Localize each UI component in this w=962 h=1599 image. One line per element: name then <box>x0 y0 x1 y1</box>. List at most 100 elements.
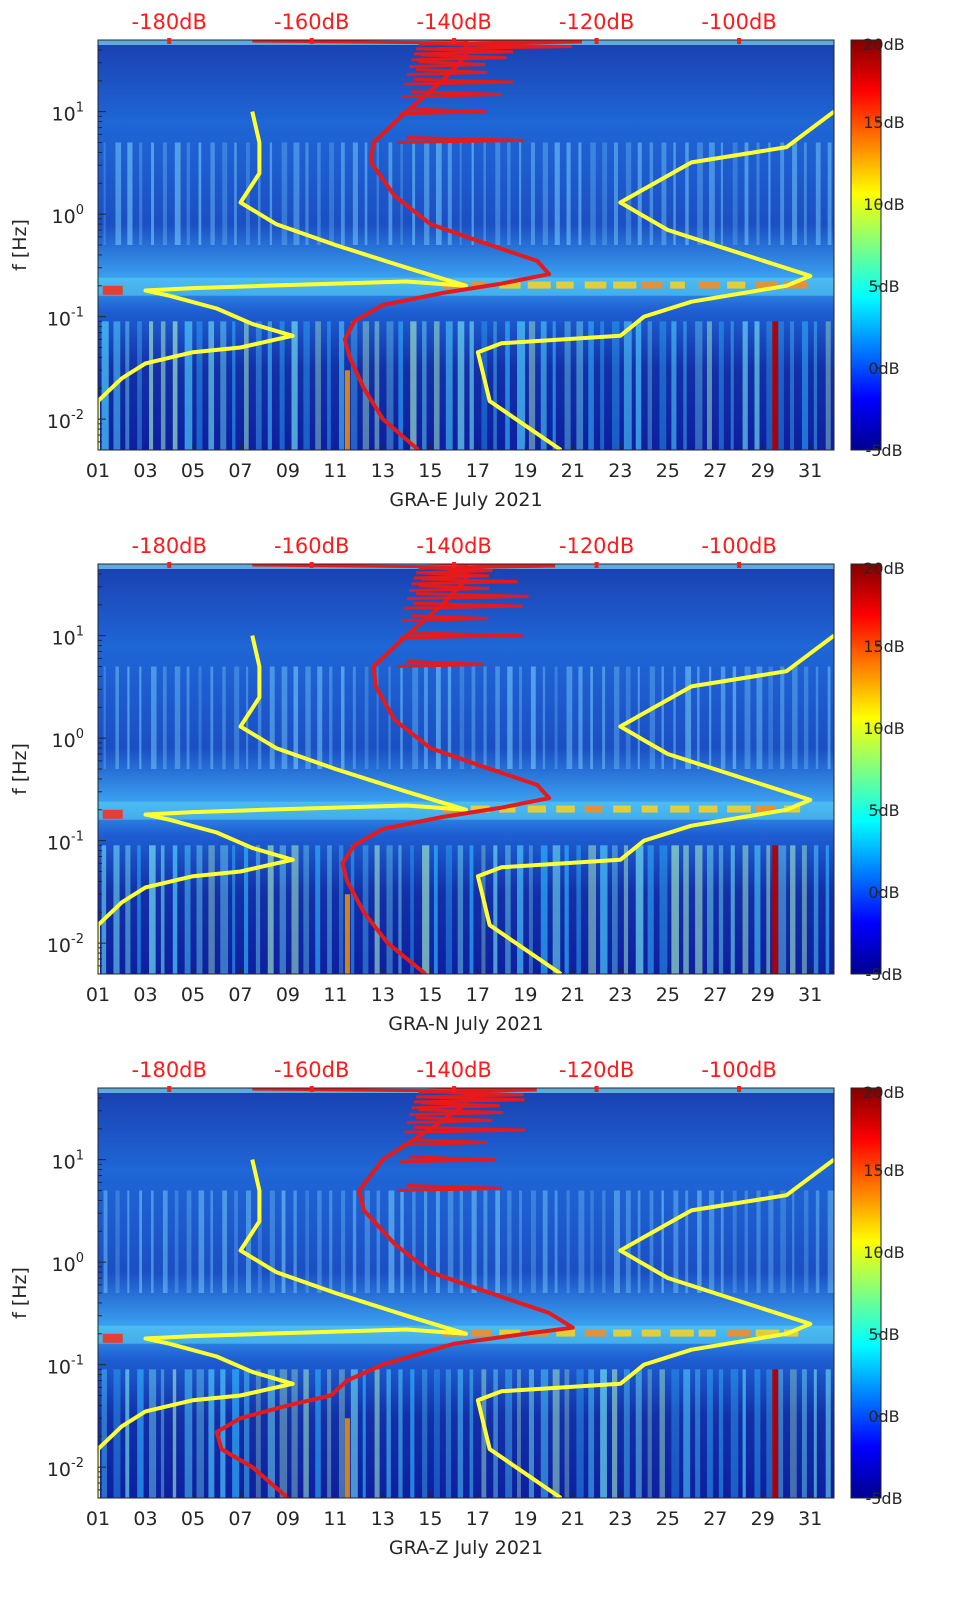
x-tick-label: 01 <box>86 1508 110 1530</box>
spectrogram-streak <box>602 666 606 769</box>
spectrogram-streak <box>388 142 393 245</box>
top-db-tick <box>594 1086 599 1092</box>
y-tick-label: 10-2 <box>47 408 84 433</box>
colorbar-label: 20dB <box>863 559 905 578</box>
spectrogram-streak <box>127 1190 130 1293</box>
spectrogram-streak <box>255 1369 261 1498</box>
top-db-tick <box>309 1086 314 1092</box>
spectrogram-streak <box>790 845 796 974</box>
spectrogram-streak <box>730 321 734 450</box>
spectrogram-streak <box>232 321 236 450</box>
spectrogram-streak <box>244 1369 250 1498</box>
spectrogram-streak <box>792 142 798 245</box>
x-tick-label: 15 <box>418 984 442 1006</box>
x-tick-label: 05 <box>181 1508 205 1530</box>
spectrogram-streak <box>614 666 620 769</box>
spectrogram-streak <box>184 1369 193 1498</box>
spectrogram-streak <box>103 666 106 769</box>
spectrogram-streak <box>293 142 300 245</box>
spectrogram-streak <box>232 1369 240 1498</box>
series-line-2 <box>214 1088 575 1498</box>
spectrogram-streak <box>172 845 178 974</box>
spectrogram-streak <box>435 666 441 769</box>
y-axis-label: f [Hz] <box>9 743 31 795</box>
spectrogram-streak <box>293 1190 297 1293</box>
spectrogram-streak <box>162 666 167 769</box>
spectrogram-streak <box>457 1369 464 1498</box>
spectrogram-streak <box>625 142 632 245</box>
x-tick-label: 09 <box>276 1508 300 1530</box>
spectrogram-streak <box>815 1190 820 1293</box>
x-tick-label: 29 <box>751 1508 775 1530</box>
psd-spike <box>406 592 529 601</box>
spectrogram-streak <box>519 1190 522 1293</box>
psd-spike <box>404 1125 526 1134</box>
spectrogram-streak <box>352 142 358 245</box>
colorbar-label: 15dB <box>863 637 905 656</box>
spectrogram-streak <box>376 666 379 769</box>
colorbar-label: 20dB <box>863 35 905 54</box>
microseism-hotspot <box>755 281 778 289</box>
top-db-tick <box>452 1086 457 1092</box>
colorbar <box>850 39 882 451</box>
spectrogram-streak <box>517 321 526 450</box>
panel-gra-e-july-2021: 01 03 05 07 09 11 13 15 17 19 21 23 25 27 29 31 10-2 10-1… <box>9 10 905 511</box>
spectrogram-streak <box>279 1369 288 1498</box>
microseism-hotspot <box>102 809 123 819</box>
x-tick-label: 01 <box>86 460 110 482</box>
x-tick-label: 23 <box>608 984 632 1006</box>
spectrogram-streak <box>412 142 416 245</box>
microseism-hotspot <box>470 1329 492 1337</box>
spectrogram-streak <box>329 1190 333 1293</box>
spectrogram-streak <box>578 666 583 769</box>
spectrogram-streak <box>600 321 605 450</box>
microseism-hotspot <box>584 805 603 813</box>
spectrogram-streak <box>519 142 522 245</box>
spectrogram-streak <box>362 845 369 974</box>
spectrogram-streak <box>685 1190 689 1293</box>
spectrogram-streak <box>469 1369 474 1498</box>
x-tick-label: 19 <box>513 1508 537 1530</box>
spectrogram-streak <box>647 845 654 974</box>
psd-spike <box>404 601 523 610</box>
spectrogram-streak <box>149 321 154 450</box>
spectrogram-streak <box>210 1190 214 1293</box>
spectrogram-streak <box>780 142 785 245</box>
spectrogram-streak <box>683 845 689 974</box>
top-db-label: -120dB <box>559 1058 634 1082</box>
spectrogram-streak <box>612 1369 618 1498</box>
series-line-2 <box>340 564 552 974</box>
spectrogram-streak <box>162 142 167 245</box>
microseism-hotspot <box>641 281 663 289</box>
spectrogram-streak <box>350 845 355 974</box>
spectrogram-streak <box>623 1369 630 1498</box>
spectrogram-streak <box>649 1190 654 1293</box>
x-tick-label: 21 <box>561 460 585 482</box>
psd-spike <box>413 47 513 56</box>
spectrogram-streak <box>410 845 414 974</box>
spectrogram-streak <box>792 666 798 769</box>
spectrogram-streak <box>350 1369 358 1498</box>
spectrogram-streak <box>139 142 143 245</box>
spectrogram-streak <box>554 1190 558 1293</box>
psd-spike <box>399 631 523 640</box>
spectrogram-streak <box>744 142 749 245</box>
spectrogram-streak <box>720 1190 724 1293</box>
microseism-hotspot <box>698 805 718 813</box>
y-tick-label: 101 <box>52 1149 84 1174</box>
spectrogram-streak <box>174 666 181 769</box>
psd-spike <box>399 1155 496 1164</box>
spectrogram-streak <box>151 1190 154 1293</box>
psd-spike <box>413 571 489 580</box>
spectrogram-streak <box>718 321 724 450</box>
spectrogram-streak <box>673 142 676 245</box>
spectrogram-streak <box>744 666 751 769</box>
spectrogram-streak <box>305 1190 309 1293</box>
colorbar-label: 5dB <box>868 801 899 820</box>
spectrogram-streak <box>303 321 310 450</box>
microseism-hotspot <box>556 805 575 813</box>
colorbar-label: 15dB <box>863 113 905 132</box>
spectrogram-streak <box>376 1190 381 1293</box>
spectrogram-streak <box>198 666 202 769</box>
spectrogram-streak <box>588 845 597 974</box>
